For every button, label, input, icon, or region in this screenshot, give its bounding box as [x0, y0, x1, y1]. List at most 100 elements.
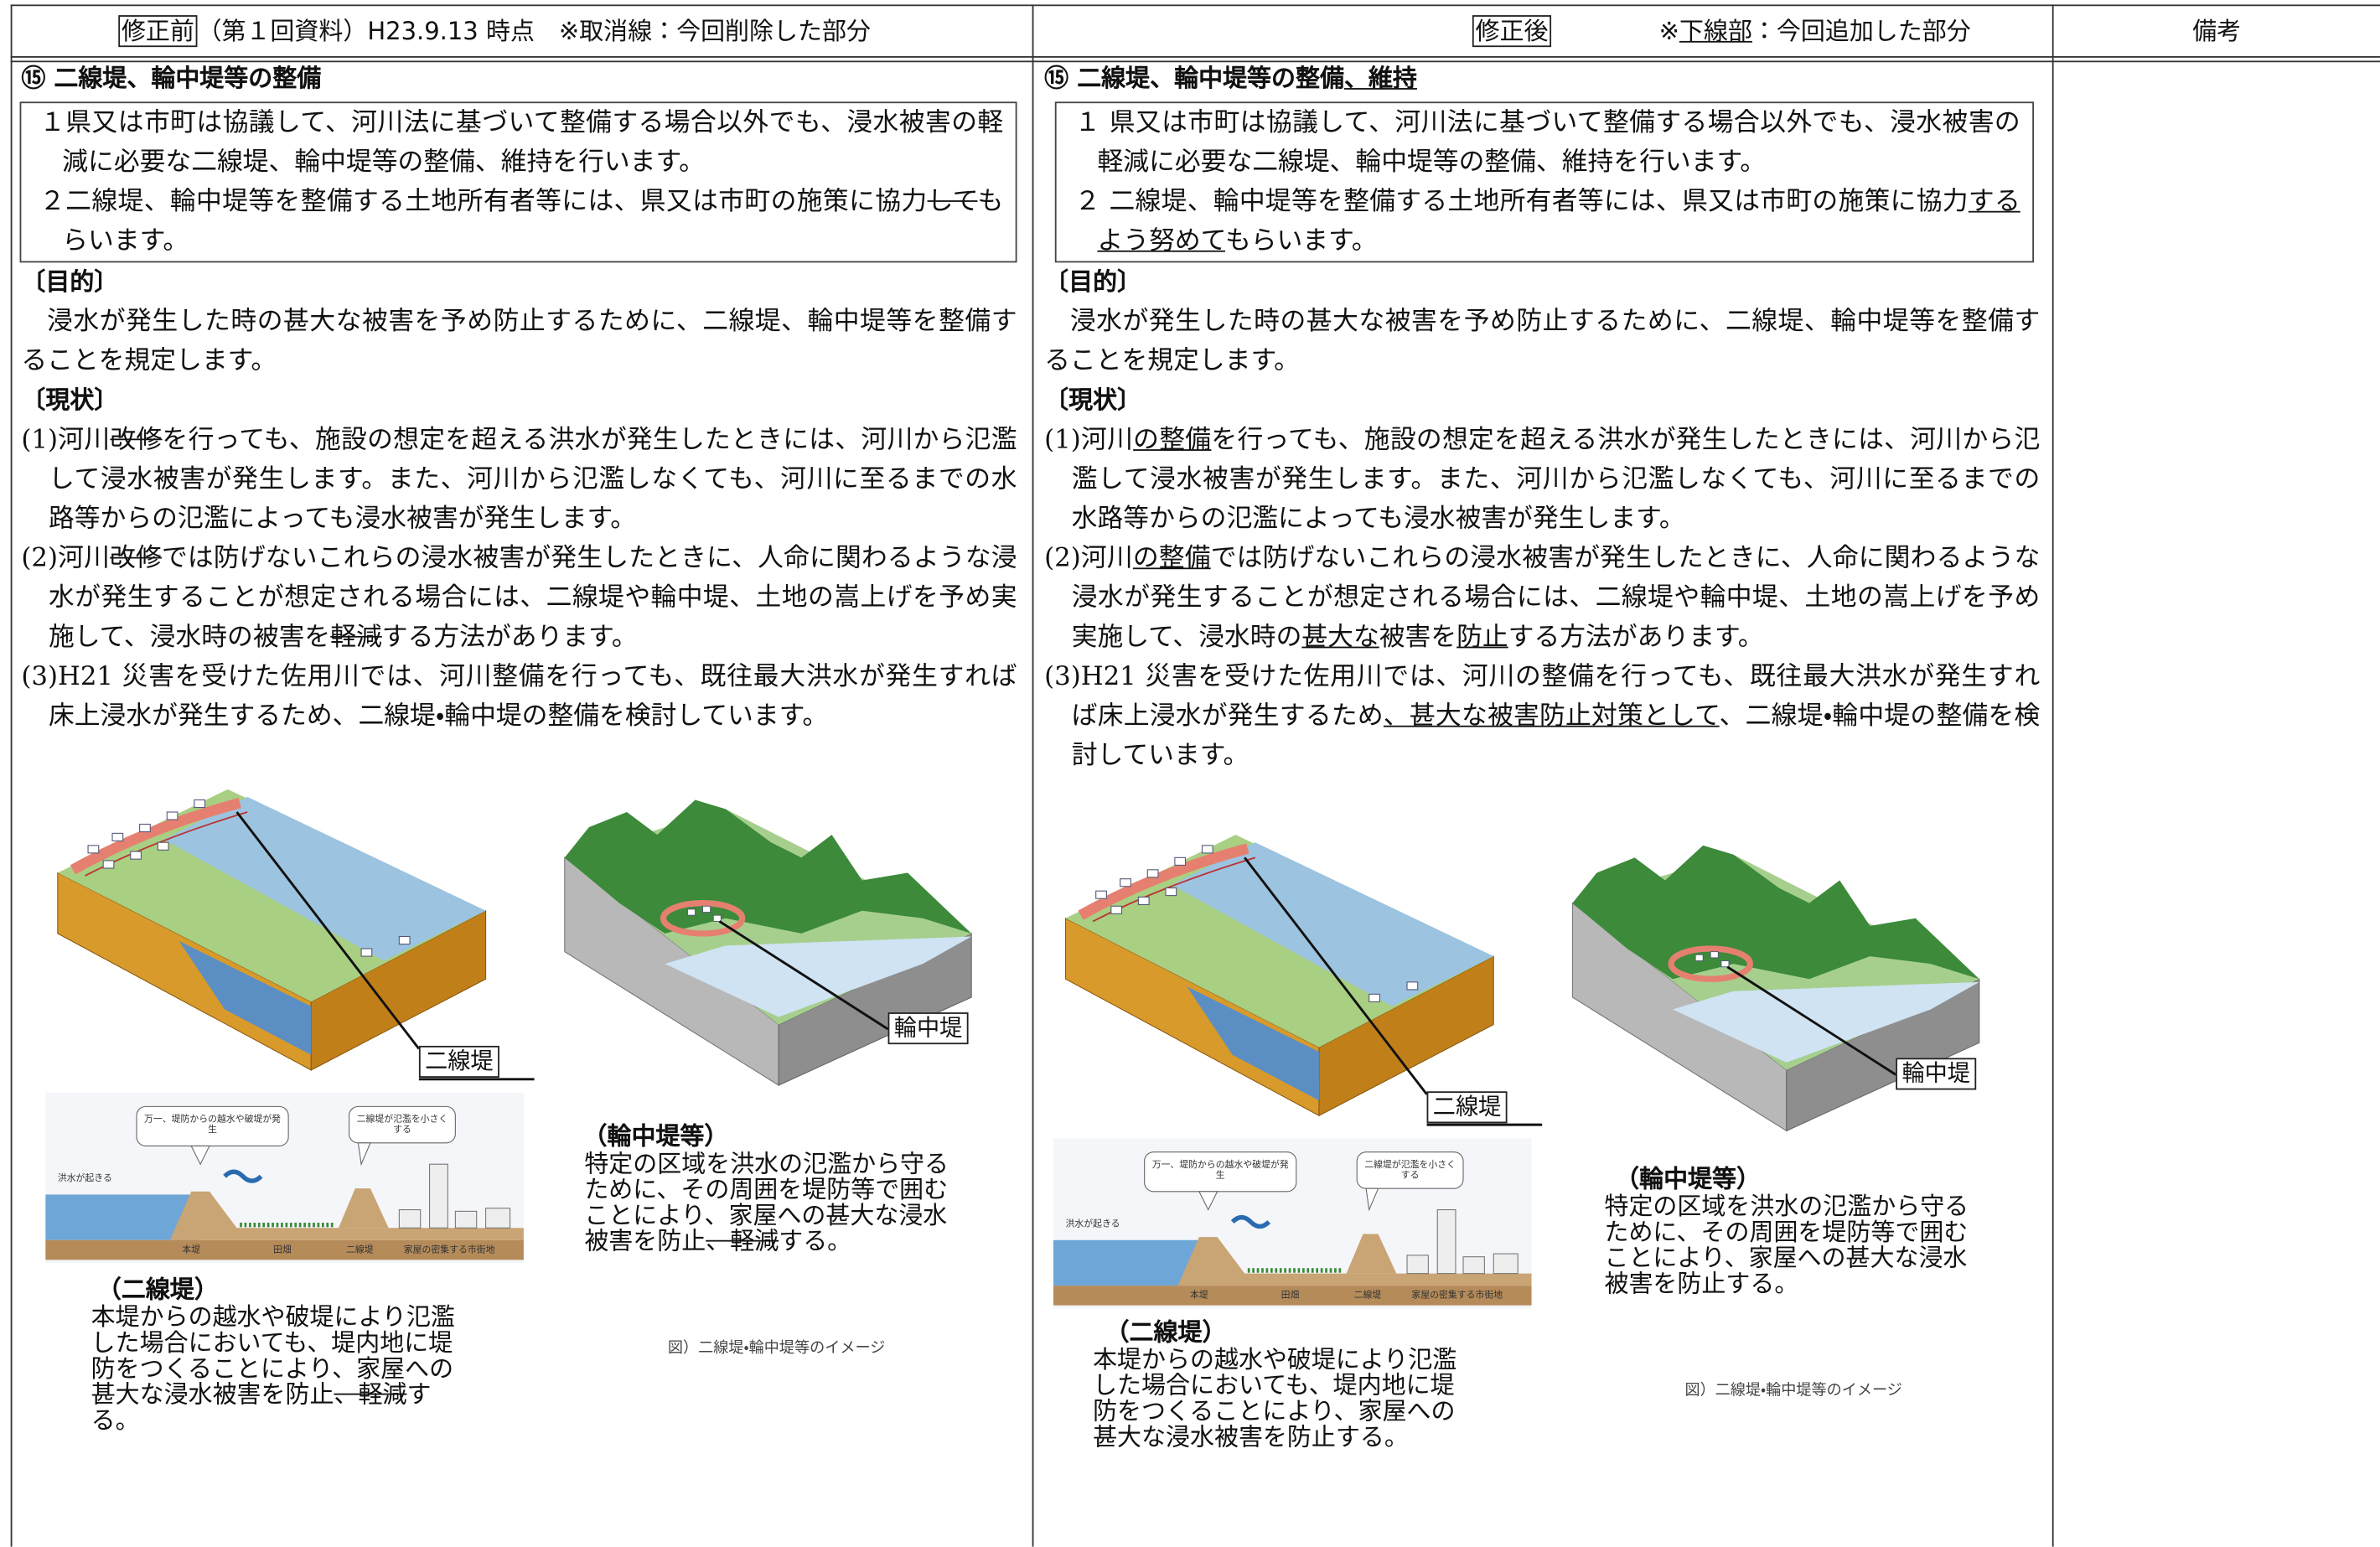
- rule: [10, 56, 2380, 58]
- section-heading: ⑮ 二線堤、輪中堤等の整備: [21, 60, 1017, 99]
- figure: 二線堤 輪中堤 万一、堤防からの越水や破堤が発生 二線堤が氾濫を小さくする 洪水…: [1020, 812, 2040, 1525]
- provision-box: １県又は市町は協議して、河川法に基づいて整備する場合以外でも、浸水被害の軽減に必…: [19, 101, 1017, 263]
- illustration-shape: [712, 914, 722, 922]
- illustration-shape: [85, 811, 248, 877]
- deleted-text: 軽減: [330, 622, 382, 653]
- caption-text: 特定の区域を洪水の氾濫から守るために、その周囲を堤防等で囲むことにより、家屋への…: [584, 1151, 964, 1254]
- section-text: 本堤: [1189, 1290, 1208, 1301]
- illustration-shape: [194, 799, 206, 809]
- deleted-text: 改修: [110, 425, 163, 456]
- illustration-shape: [1053, 1286, 1532, 1306]
- section-heading: ⑮ 二線堤、輪中堤等の整備、維持: [1044, 60, 2040, 99]
- added-text: するよう努めて: [1097, 186, 2020, 257]
- section-text: 二線堤: [1353, 1290, 1382, 1301]
- illustration-shape: [70, 798, 241, 875]
- illustration-shape: [1120, 878, 1131, 887]
- section-text: 二線堤: [345, 1244, 374, 1255]
- caption-title: （二線堤）: [96, 1275, 219, 1304]
- rule: [10, 60, 2380, 63]
- added-text: 、甚大な被害防止対策として: [1383, 701, 1720, 732]
- illustration-shape: [1406, 981, 1419, 991]
- illustration-shape: [111, 832, 124, 841]
- added-text: 防止: [1456, 622, 1508, 653]
- text: 本堤からの越水や破堤により氾濫した場合においても、堤内地に堤防をつくることにより…: [91, 1302, 455, 1409]
- illustration-shape: [1346, 1234, 1397, 1274]
- illustration-shape: [169, 1191, 524, 1240]
- caption-text: 本堤からの越水や破堤により氾濫した場合においても、堤内地に堤防をつくることにより…: [91, 1304, 471, 1433]
- text: を行っても、施設の想定を超える洪水が発生したときには、河川から氾濫して浸水被害が…: [1071, 425, 2041, 535]
- remarks-header: 備考: [2192, 16, 2242, 46]
- illustration-shape: [87, 799, 411, 957]
- illustration-shape: [190, 1145, 210, 1166]
- text: ⑮ 二線堤、輪中堤等の整備: [1044, 64, 1344, 93]
- deleted-text: 改修: [110, 543, 162, 574]
- illustration-shape: [139, 823, 151, 833]
- illustration-shape: [660, 900, 746, 937]
- current-item: (1)河川の整備を行っても、施設の想定を超える洪水が発生したときには、河川から氾…: [1044, 421, 2040, 539]
- text: する。: [91, 1379, 432, 1435]
- text: する。: [779, 1226, 852, 1255]
- figure-caption: 図）二線堤・輪中堤等のイメージ: [1684, 1383, 1902, 1400]
- illustration-shape: [564, 799, 972, 934]
- text: では防げないこれらの浸水被害が発生したときに、人命に関わるような浸水が発生するこ…: [48, 543, 1017, 653]
- text: ２ 二線堤、輪中堤等を整備する土地所有者等には、県又は市町の施策に協力: [1074, 186, 1969, 218]
- illustration-shape: [429, 1163, 448, 1229]
- caption-text: 本堤からの越水や破堤により氾濫した場合においても、堤内地に堤防をつくることにより…: [1093, 1347, 1472, 1450]
- figure-label: 輪中堤: [1896, 1058, 1977, 1090]
- bubble-text: 二線堤が氾濫を小さくする: [356, 1114, 448, 1136]
- caption-text: 特定の区域を洪水の氾濫から守るために、その周囲を堤防等で囲むことにより、家屋への…: [1604, 1193, 1984, 1296]
- illustration-shape: [1078, 843, 1250, 920]
- provision: ２ 二線堤、輪中堤等を整備する土地所有者等には、県又は市町の施策に協力するよう努…: [1074, 182, 2020, 261]
- text: ２二線堤、輪中堤等を整備する土地所有者等には、県又は市町の施策に協力: [39, 186, 928, 218]
- rule: [1032, 4, 1034, 1547]
- text: (3)H21 災害を受けた佐用川では、河川整備を行っても、既往最大洪水が発生すれ…: [21, 661, 1017, 732]
- illustration-shape: [1365, 1187, 1379, 1212]
- illustration-shape: [1095, 890, 1107, 899]
- caption-title: （輪中堤等）: [1615, 1164, 1762, 1193]
- illustration-shape: [1174, 856, 1187, 866]
- provision: １県又は市町は協議して、河川法に基づいて整備する場合以外でも、浸水被害の軽減に必…: [39, 103, 1003, 182]
- illustration-shape: [1672, 981, 1979, 1063]
- text: １県又は市町は協議して、河川法に基づいて整備する場合以外でも、浸水被害の軽減に必…: [39, 107, 1004, 178]
- after-note: ※下線部：今回追加した部分: [1659, 13, 1971, 49]
- illustration-shape: [398, 1208, 422, 1229]
- illustration-shape: [178, 940, 312, 1055]
- text: ⑮ 二線堤、輪中堤等の整備: [21, 64, 322, 93]
- illustration-shape: [702, 905, 711, 913]
- deleted-text: 、軽減: [334, 1379, 407, 1409]
- current-item: (2)河川改修では防げないこれらの浸水被害が発生したときに、人命に関わるような浸…: [21, 539, 1017, 657]
- rule: [10, 4, 13, 1547]
- bubble-text: 万一、堤防からの越水や破堤が発生: [144, 1114, 282, 1136]
- subheading: 〔目的〕: [21, 266, 119, 297]
- subheading: 〔目的〕: [1044, 266, 1142, 297]
- illustration-shape: [1092, 856, 1256, 923]
- illustration-shape: [1187, 986, 1319, 1101]
- deleted-text: して: [927, 186, 978, 218]
- rule: [10, 4, 2380, 7]
- illustration-shape: [454, 1210, 478, 1229]
- text: 本堤からの越水や破堤により氾濫した場合においても、堤内地に堤防をつくることにより…: [1093, 1344, 1457, 1451]
- before-label: 修正前: [118, 15, 198, 48]
- figure-label: 二線堤: [418, 1045, 499, 1078]
- illustration-shape: [166, 811, 178, 820]
- illustration-shape: [1668, 945, 1753, 982]
- illustration-shape: [1720, 960, 1730, 968]
- deleted-text: 、軽減: [706, 1226, 779, 1255]
- after-column: ⑮ 二線堤、輪中堤等の整備、維持 １ 県又は市町は協議して、河川法に基づいて整備…: [1044, 60, 2040, 776]
- section-text: 洪水が起きる: [1065, 1218, 1120, 1230]
- illustration-shape: [1406, 1208, 1519, 1275]
- illustration-shape: [45, 1239, 524, 1260]
- after-label-cell: 修正後: [1472, 13, 1552, 49]
- text: 特定の区域を洪水の氾濫から守るために、その周囲を堤防等で囲むことにより、家屋への…: [584, 1149, 949, 1255]
- illustration-shape: [1572, 845, 1979, 980]
- text: 特定の区域を洪水の氾濫から守るために、その周囲を堤防等で囲むことにより、家屋への…: [1604, 1191, 1969, 1298]
- text: では防げないこれらの浸水被害が発生したときに、人命に関わるような浸水が発生するこ…: [1071, 543, 2041, 653]
- added-text: の整備: [1132, 543, 1211, 574]
- added-text: 甚大な: [1301, 622, 1379, 653]
- illustration-shape: [1406, 1255, 1429, 1275]
- illustration-shape: [687, 905, 722, 922]
- illustration-shape: [1172, 842, 1494, 1006]
- illustration-shape: [1694, 954, 1704, 961]
- illustration-shape: [665, 936, 972, 1017]
- added-text: 、維持: [1343, 64, 1417, 93]
